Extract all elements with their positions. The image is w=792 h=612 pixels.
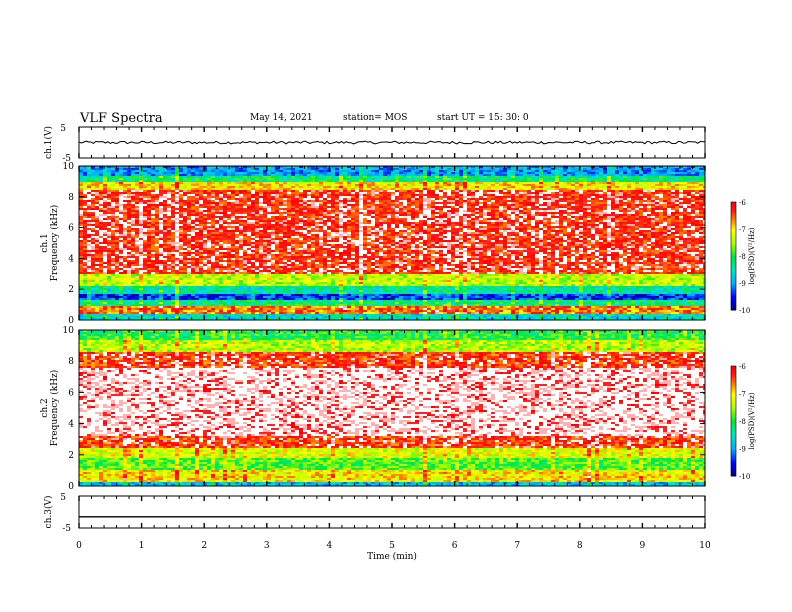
ytick-label: 0	[68, 482, 74, 492]
waveform-panel-0: 5 -5 ch.1(V)	[43, 124, 706, 164]
colorbar: -6 -7 -8 -9 -10 log(PSD)(V²/Hz)	[730, 199, 756, 315]
panel-label: ch.1	[40, 233, 50, 252]
panel-label: ch.2	[40, 398, 50, 417]
colorbar-tick-label: -8	[739, 253, 746, 261]
ytick-label: -5	[62, 154, 71, 164]
xtick-label: 4	[327, 541, 333, 551]
ytick-label: 6	[68, 224, 74, 234]
waveform-frame	[78, 495, 706, 529]
waveform-trace	[78, 140, 706, 145]
spectrogram-panel-2: 0 2 4 6 8 10 ch.2 Frequency (kHz) -6 -7 -8 -9 -10 log…	[40, 326, 756, 492]
spectrogram-cells	[79, 330, 705, 486]
ytick-label: -5	[62, 524, 71, 534]
xlabel: Time (min)	[367, 551, 417, 562]
xtick-label: 7	[514, 541, 520, 551]
xtick-label: 0	[76, 541, 82, 551]
xtick-label: 9	[640, 541, 646, 551]
station-label: station= MOS	[343, 113, 407, 123]
spectrogram-cells	[79, 166, 705, 320]
xtick-label: 2	[201, 541, 207, 551]
colorbar-frame	[730, 365, 737, 477]
xtick-label: 10	[699, 541, 711, 551]
colorbar-tick-label: -7	[739, 226, 746, 234]
chart-title: VLF Spectra	[80, 111, 163, 126]
ytick-label: 5	[60, 493, 66, 503]
ytick-label: 2	[68, 285, 74, 295]
colorbar-tick-label: -8	[739, 418, 746, 426]
xtick-label: 5	[389, 541, 395, 551]
ylabel: ch.3(V)	[43, 496, 54, 529]
colorbar-tick-label: -6	[739, 199, 746, 207]
ytick-label: 6	[68, 388, 74, 398]
ytick-label: 2	[68, 451, 74, 461]
spectrogram-panel-1: 0 2 4 6 8 10 ch.1 Frequency (kHz) -6 -7 -8 -9 -10 log…	[40, 162, 756, 326]
ytick-label: 8	[68, 193, 74, 203]
xtick-label: 1	[139, 541, 145, 551]
colorbar-tick-label: -9	[739, 446, 746, 454]
ytick-label: 8	[68, 357, 74, 367]
colorbar-tick-label: -10	[739, 473, 750, 481]
colorbar: -6 -7 -8 -9 -10 log(PSD)(V²/Hz)	[730, 363, 756, 481]
colorbar-label: log(PSD)(V²/Hz)	[748, 392, 756, 449]
colorbar-tick-label: -10	[739, 307, 750, 315]
colorbar-tick-label: -7	[739, 391, 746, 399]
xtick-label: 6	[452, 541, 458, 551]
ytick-label: 0	[68, 316, 74, 326]
colorbar-tick-label: -6	[739, 363, 746, 371]
xtick-label: 3	[264, 541, 270, 551]
ytick-label: 4	[68, 254, 74, 264]
ylabel: Frequency (kHz)	[49, 205, 60, 282]
ytick-label: 4	[68, 420, 74, 430]
ytick-label: 10	[63, 162, 75, 172]
xtick-label: 8	[577, 541, 583, 551]
ytick-label: 10	[63, 326, 75, 336]
date-label: May 14, 2021	[250, 113, 313, 123]
colorbar-tick-label: -9	[739, 280, 746, 288]
waveform-panel-3: 5 -5 ch.3(V)	[43, 493, 706, 534]
colorbar-frame	[730, 201, 737, 311]
start-time-label: start UT = 15: 30: 0	[437, 113, 529, 123]
ylabel: Frequency (kHz)	[49, 370, 60, 447]
ylabel: ch.1(V)	[43, 126, 54, 159]
ytick-label: 5	[60, 124, 66, 134]
colorbar-label: log(PSD)(V²/Hz)	[748, 227, 756, 284]
